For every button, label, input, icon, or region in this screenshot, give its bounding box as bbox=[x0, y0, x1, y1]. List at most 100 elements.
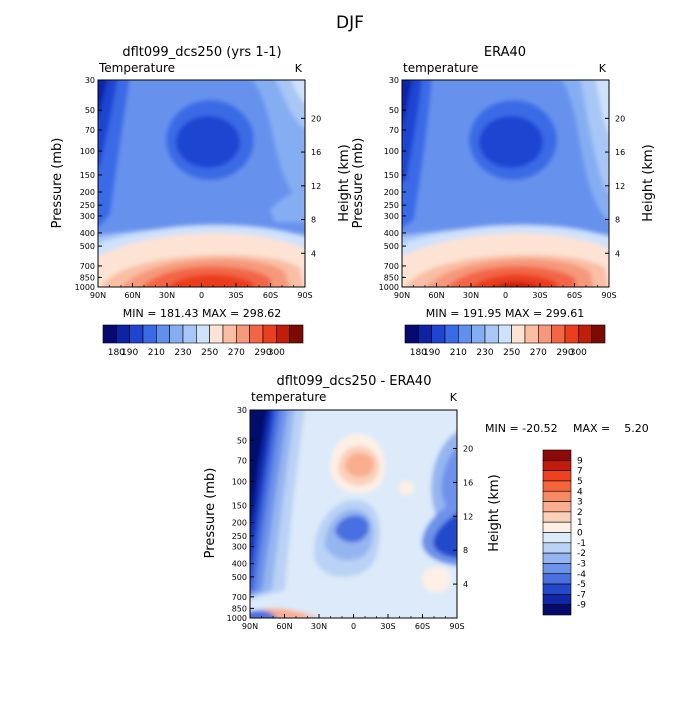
latitude-tick-label: 30N bbox=[463, 291, 479, 300]
height-tick-label: 8 bbox=[463, 546, 468, 555]
colorbar-label: 270 bbox=[228, 348, 245, 358]
colorbar-label: 230 bbox=[174, 348, 191, 358]
height-tick-label: 16 bbox=[615, 148, 625, 157]
colorbar-swatch bbox=[116, 324, 130, 344]
latitude-tick-label: 90S bbox=[601, 291, 616, 300]
panel-era40-title: ERA40 bbox=[484, 45, 526, 60]
latitude-tick-label: 0 bbox=[351, 622, 356, 631]
pressure-tick-label: 500 bbox=[80, 242, 95, 251]
latitude-tick-label: 30S bbox=[380, 622, 395, 631]
latitude-tick-label: 0 bbox=[503, 291, 508, 300]
panel-era40: ERA40 temperature K bbox=[351, 45, 656, 358]
colorbar-swatch bbox=[484, 324, 499, 344]
colorbar-swatch bbox=[156, 324, 170, 344]
panel-model-ylabel: Pressure (mb) bbox=[50, 138, 65, 229]
legend-label: -2 bbox=[577, 549, 586, 559]
colorbar-swatch bbox=[404, 324, 419, 344]
colorbar-swatch bbox=[511, 324, 526, 344]
latitude-tick-label: 90N bbox=[394, 291, 410, 300]
colorbar-swatch bbox=[262, 324, 277, 344]
colorbar-swatch bbox=[564, 324, 579, 344]
colorbar-label: 180 bbox=[108, 348, 125, 358]
legend-label: 0 bbox=[577, 529, 583, 539]
legend-label: -7 bbox=[577, 590, 586, 600]
height-tick-label: 12 bbox=[463, 512, 473, 521]
pressure-tick-label: 700 bbox=[232, 593, 247, 602]
colorbar-label: 270 bbox=[530, 348, 547, 358]
colorbar-swatch bbox=[578, 324, 592, 344]
colorbar-swatch bbox=[129, 324, 144, 344]
pressure-tick-label: 200 bbox=[80, 188, 95, 197]
panel-model-field bbox=[98, 80, 305, 287]
legend-label: -3 bbox=[577, 559, 586, 569]
pressure-tick-label: 30 bbox=[389, 76, 399, 85]
pressure-tick-label: 400 bbox=[232, 560, 247, 569]
figure-title: DJF bbox=[336, 13, 364, 33]
legend-label: 3 bbox=[577, 498, 583, 508]
pressure-tick-label: 150 bbox=[384, 171, 399, 180]
pressure-tick-label: 50 bbox=[85, 106, 95, 115]
legend-swatch bbox=[542, 604, 572, 616]
colorbar-swatch bbox=[182, 324, 197, 344]
latitude-tick-label: 30N bbox=[159, 291, 175, 300]
colorbar-swatch bbox=[102, 324, 117, 344]
pressure-tick-label: 150 bbox=[80, 171, 95, 180]
pressure-tick-label: 400 bbox=[384, 229, 399, 238]
legend-swatch bbox=[542, 542, 572, 554]
legend-label: 4 bbox=[577, 487, 583, 497]
panel-difference-title: dflt099_dcs250 - ERA40 bbox=[277, 374, 432, 389]
height-tick-label: 20 bbox=[311, 114, 321, 123]
height-tick-label: 16 bbox=[311, 148, 321, 157]
height-tick-label: 12 bbox=[615, 182, 625, 191]
colorbar-label: 290 bbox=[254, 348, 271, 358]
legend-swatch bbox=[542, 501, 572, 513]
colorbar-label: 290 bbox=[556, 348, 573, 358]
height-tick-label: 20 bbox=[463, 445, 473, 454]
latitude-tick-label: 60S bbox=[415, 622, 430, 631]
colorbar-label: 230 bbox=[476, 348, 493, 358]
legend-label: 9 bbox=[577, 456, 583, 466]
latitude-tick-label: 30S bbox=[228, 291, 243, 300]
colorbar-swatch bbox=[431, 324, 446, 344]
panel-difference: dflt099_dcs250 - ERA40 temperature K bbox=[203, 374, 649, 631]
legend-swatch bbox=[542, 480, 572, 492]
pressure-tick-label: 250 bbox=[384, 201, 399, 210]
pressure-tick-label: 850 bbox=[80, 273, 95, 282]
colorbar-swatch bbox=[196, 324, 210, 344]
height-tick-label: 12 bbox=[311, 182, 321, 191]
legend-swatch bbox=[542, 583, 572, 595]
pressure-tick-label: 100 bbox=[384, 147, 399, 156]
panel-era40-field-label: temperature bbox=[403, 61, 478, 75]
colorbar-label: 180 bbox=[410, 348, 427, 358]
latitude-tick-label: 60N bbox=[276, 622, 292, 631]
pressure-tick-label: 30 bbox=[85, 76, 95, 85]
pressure-tick-label: 200 bbox=[384, 188, 399, 197]
pressure-tick-label: 1000 bbox=[227, 614, 247, 623]
legend-swatch bbox=[542, 521, 572, 533]
colorbar-swatch bbox=[142, 324, 157, 344]
legend-swatch bbox=[542, 449, 572, 461]
colorbar-label: 300 bbox=[570, 348, 587, 358]
panel-era40-field bbox=[402, 80, 609, 287]
pressure-tick-label: 500 bbox=[384, 242, 399, 251]
panel-era40-ylabel: Pressure (mb) bbox=[351, 138, 366, 229]
pressure-tick-label: 1000 bbox=[75, 283, 95, 292]
latitude-tick-label: 90S bbox=[297, 291, 312, 300]
colorbar-swatch bbox=[209, 324, 224, 344]
colorbar-swatch bbox=[276, 324, 290, 344]
height-tick-label: 4 bbox=[311, 249, 316, 258]
pressure-tick-label: 400 bbox=[80, 229, 95, 238]
colorbar-swatch bbox=[524, 324, 539, 344]
pressure-tick-label: 100 bbox=[80, 147, 95, 156]
panel-model: dflt099_dcs250 (yrs 1-1) Temperature K bbox=[50, 45, 352, 358]
legend-swatch bbox=[542, 490, 572, 502]
legend-label: 7 bbox=[577, 467, 583, 477]
panel-difference-ylabel: Pressure (mb) bbox=[203, 468, 218, 559]
colorbar-label: 250 bbox=[201, 348, 218, 358]
pressure-tick-label: 50 bbox=[237, 436, 247, 445]
legend-swatch bbox=[542, 470, 572, 482]
